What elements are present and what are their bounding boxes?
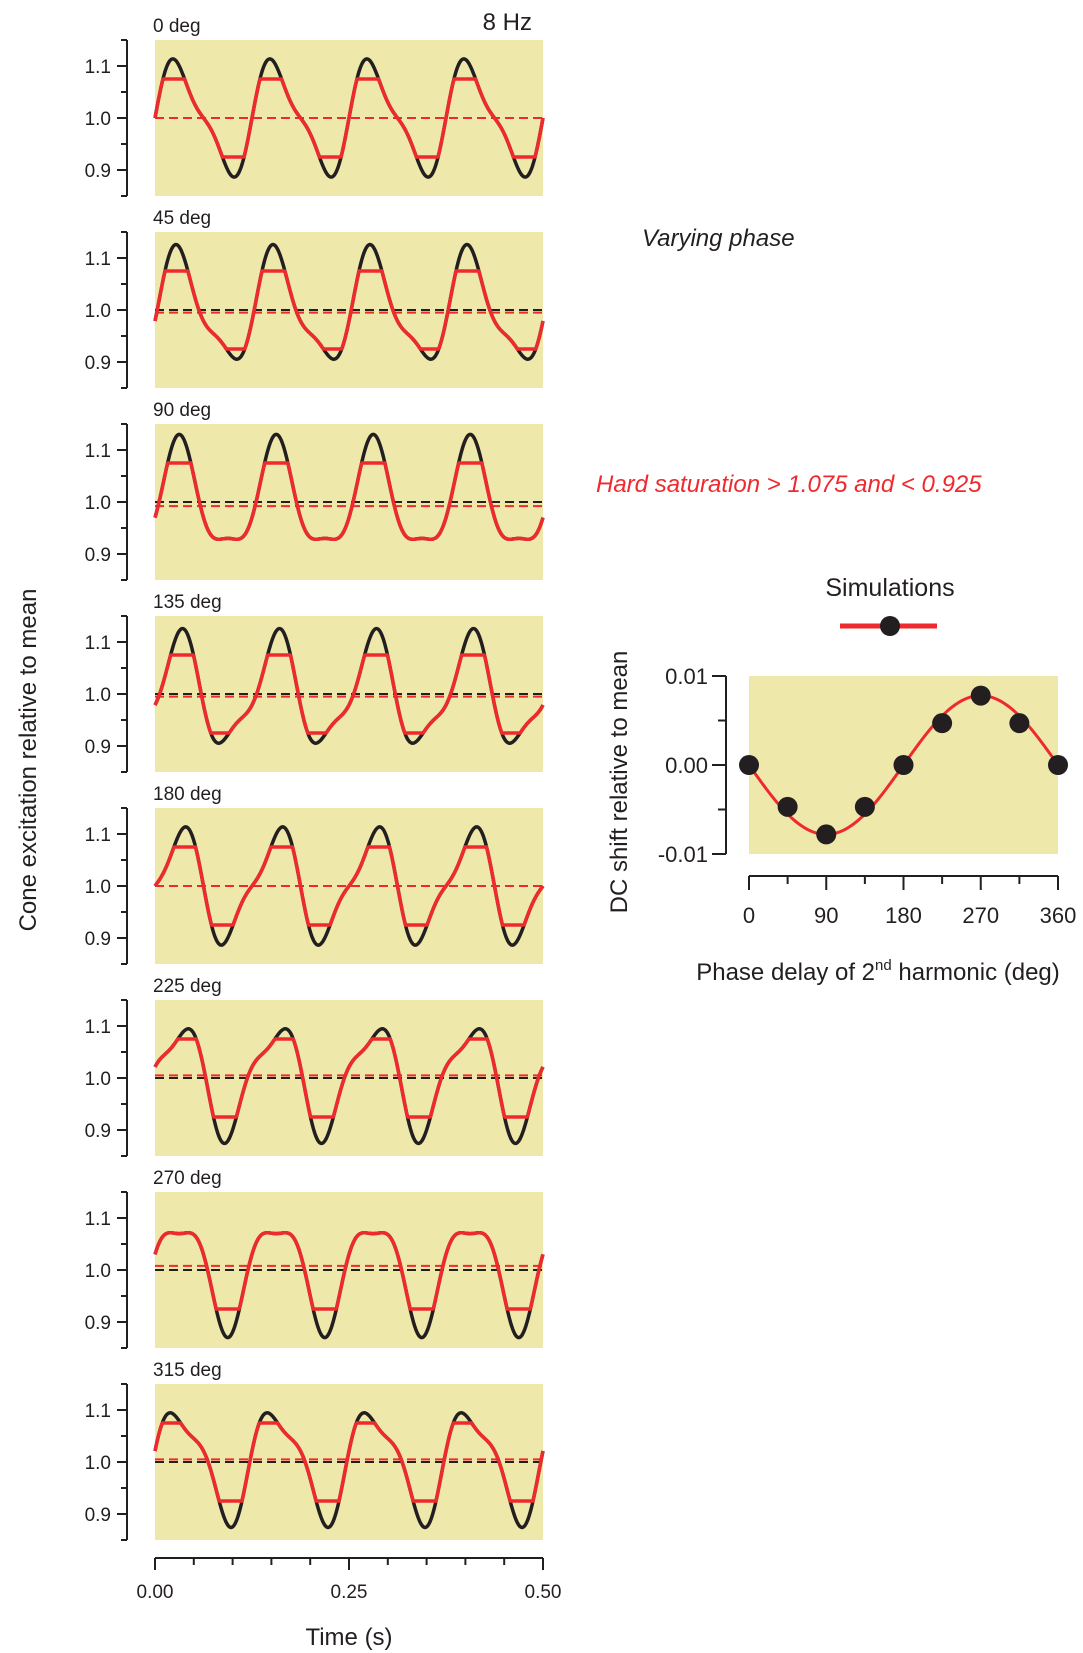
y-tick-label: 1.1 [85,1209,111,1230]
panel-title: 135 deg [153,592,222,613]
y-tick-label: 1.0 [85,109,111,130]
x-axis-title-tail: harmonic (deg) [892,959,1060,986]
panel-title: 315 deg [153,1360,222,1381]
y-tick-label: 0.9 [85,1121,111,1142]
y-tick-label: 0.01 [665,664,708,689]
response-trace [153,269,545,351]
data-point [893,755,914,775]
y-tick-label: 1.1 [85,1017,111,1038]
trace-panels: 1.1 1.0 0.9 0 deg 8 Hz 1.1 1.0 0.9 45 deg 1.1 1.0 0… [15,9,561,1651]
y-tick-label: 1.1 [85,825,111,846]
y-tick-label: 1.1 [85,633,111,654]
data-point [739,755,759,775]
y-tick-label: 0.9 [85,929,111,950]
panel-title: 0 deg [153,16,201,37]
trace-panel: 1.1 1.0 0.9 225 deg [85,976,545,1157]
data-point [854,796,875,817]
x-axis-title-main: Phase delay of 2 [696,959,875,986]
x-tick-label: 0.25 [331,1582,368,1603]
y-tick-label: 0.9 [85,1505,111,1526]
y-axis-title: Cone excitation relative to mean [15,589,42,932]
trace-panel: 1.1 1.0 0.9 180 deg [85,784,545,965]
y-axis-title: DC shift relative to mean [606,651,633,914]
data-point [970,685,991,706]
data-point [1009,713,1030,734]
y-tick-label: 1.0 [85,685,111,706]
x-tick-label: 0.50 [525,1582,562,1603]
trace-panel: 1.1 1.0 0.9 135 deg [85,592,545,773]
x-tick-label: 0.00 [137,1582,174,1603]
response-trace [153,653,545,735]
legend-title: Simulations [825,574,954,602]
panel-title: 90 deg [153,400,211,421]
varying-phase-annotation: Varying phase [642,225,795,252]
y-tick-label: 1.0 [85,1069,111,1090]
panel-title: 180 deg [153,784,222,805]
y-tick-label: -0.01 [658,842,708,867]
y-tick-label: 1.0 [85,877,111,898]
y-tick-label: 1.0 [85,301,111,322]
response-trace [153,1037,545,1119]
trace-panel: 1.1 1.0 0.9 0 deg 8 Hz [85,9,545,197]
y-tick-label: 1.1 [85,1401,111,1422]
x-tick-label: 90 [814,903,838,928]
response-trace [153,1421,545,1503]
x-tick-label: 360 [1040,903,1077,928]
y-tick-label: 1.1 [85,57,111,78]
response-trace [153,845,545,927]
y-tick-label: 0.9 [85,161,111,182]
x-tick-label: 270 [962,903,999,928]
data-point [816,824,837,845]
trace-panel: 1.1 1.0 0.9 90 deg [85,400,545,581]
trace-panel: 1.1 1.0 0.9 45 deg [85,208,545,389]
x-axis-title: Time (s) [305,1624,392,1651]
panel-title: 45 deg [153,208,211,229]
y-tick-label: 0.9 [85,545,111,566]
y-tick-label: 1.0 [85,1453,111,1474]
data-point [932,713,953,734]
response-trace [153,1230,545,1311]
data-point [777,796,798,817]
y-tick-label: 1.0 [85,493,111,514]
frequency-label: 8 Hz [483,9,532,36]
panel-title: 270 deg [153,1168,222,1189]
y-tick-label: 1.1 [85,249,111,270]
trace-panel: 1.1 1.0 0.9 315 deg [85,1360,545,1541]
data-point [1048,755,1068,775]
response-trace [153,461,545,542]
x-tick-label: 180 [885,903,922,928]
y-tick-label: 0.9 [85,737,111,758]
x-tick-label: 0 [743,903,755,928]
response-trace [153,77,545,159]
saturation-annotation: Hard saturation > 1.075 and < 0.925 [596,471,982,498]
x-axis-title-superscript: nd [875,957,892,974]
y-tick-label: 1.1 [85,441,111,462]
y-tick-label: 0.00 [665,753,708,778]
dc-shift-plot: 0.01 0.00 -0.01 0 90 180 270 360 Simulations DC s… [606,574,1076,986]
legend-marker [880,616,900,636]
panel-title: 225 deg [153,976,222,997]
y-tick-label: 0.9 [85,353,111,374]
y-tick-label: 1.0 [85,1261,111,1282]
trace-panel: 1.1 1.0 0.9 270 deg [85,1168,545,1349]
y-tick-label: 0.9 [85,1313,111,1334]
x-axis-title: Phase delay of 2nd harmonic (deg) [696,957,1060,986]
